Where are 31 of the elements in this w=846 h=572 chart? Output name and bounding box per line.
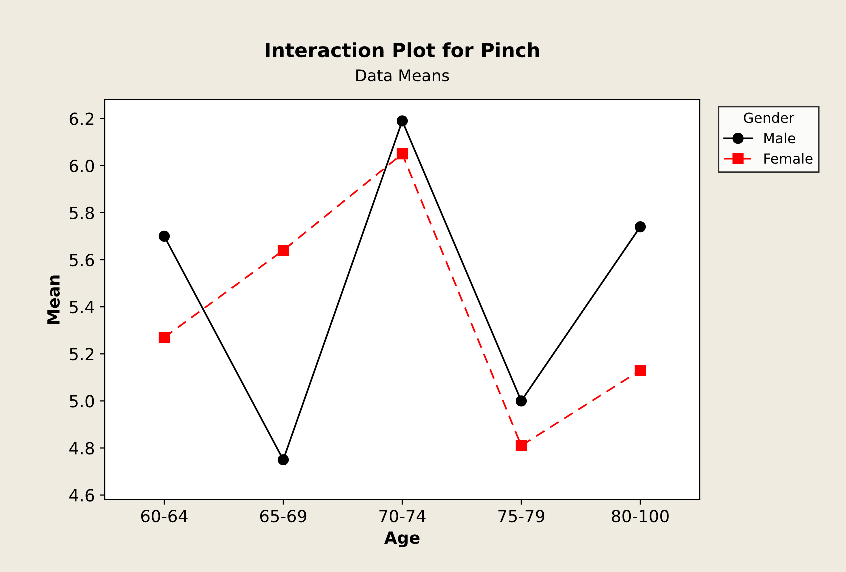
chart-title: Interaction Plot for Pinch (266, 42, 540, 58)
point (396, 116, 408, 127)
point (278, 245, 290, 256)
y-tick-label: 5.4 (70, 301, 94, 314)
y-tick-label: 4.8 (70, 442, 94, 455)
y-tick-label: 6.2 (70, 112, 94, 126)
legend-label: Male (764, 132, 796, 144)
x-tick-label: 70-74 (380, 510, 426, 523)
point (278, 454, 290, 466)
point (396, 148, 408, 160)
point (634, 222, 646, 233)
legend-label: Female (764, 153, 813, 164)
x-tick-label: 80-100 (612, 510, 669, 523)
y-tick-label: 5.6 (70, 254, 94, 267)
legend-title: Gender (744, 112, 795, 124)
x-tick-label: 65-69 (260, 510, 307, 523)
point (516, 440, 528, 452)
y-tick-label: 5.8 (70, 206, 94, 220)
x-tick-label: 60-64 (141, 510, 188, 523)
point (516, 396, 528, 407)
point (158, 332, 170, 344)
chart-subtitle: Data Means (356, 70, 450, 82)
x-tick-label: 75-79 (498, 510, 545, 523)
y-tick-label: 6.0 (70, 160, 94, 172)
y-tick-label: 5.2 (70, 348, 94, 361)
x-axis-title: Age (384, 532, 420, 548)
y-tick-label: 4.6 (70, 489, 94, 502)
point (634, 365, 646, 376)
y-tick-label: 5.0 (70, 395, 94, 408)
point (158, 230, 170, 242)
y-axis-title: Mean (48, 276, 60, 324)
